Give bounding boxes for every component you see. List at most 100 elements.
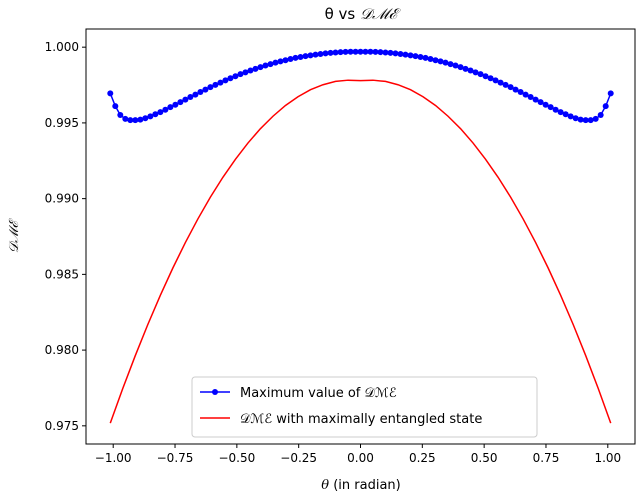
series-point-0 [467,67,474,74]
series-point-0 [432,57,439,64]
series-point-0 [407,52,414,59]
series-point-0 [567,113,574,120]
series-point-0 [552,106,559,113]
series-point-0 [252,65,259,72]
series-point-0 [132,117,139,124]
series-point-0 [212,81,219,88]
series-point-0 [597,112,604,119]
series-point-0 [367,48,374,55]
y-tick-label: 0.980 [45,343,79,357]
legend-box [191,376,538,438]
series-point-0 [437,58,444,65]
series-point-0 [127,117,134,124]
series-point-0 [452,62,459,69]
series-point-0 [197,89,204,96]
series-point-0 [182,96,189,103]
y-tick-label: 1.000 [45,40,79,54]
series-point-0 [447,61,454,68]
series-point-0 [522,91,529,98]
series-point-0 [442,59,449,66]
series-point-0 [227,75,234,82]
series-point-0 [167,104,174,111]
series-point-0 [147,113,154,120]
series-point-0 [347,48,354,55]
series-point-0 [577,116,584,123]
series-point-0 [527,94,534,101]
series-point-0 [337,49,344,56]
series-point-0 [117,112,124,119]
series-point-0 [487,75,494,82]
series-point-0 [502,81,509,88]
y-tick-label: 0.975 [45,419,79,433]
x-tick-label: −0.25 [280,451,317,465]
series-point-0 [162,106,169,113]
series-point-0 [397,50,404,57]
series-point-0 [297,54,304,61]
series-point-0 [532,96,539,103]
x-tick-label: 0.50 [471,451,498,465]
series-point-0 [352,48,359,55]
series-point-0 [412,53,419,60]
series-point-0 [257,64,264,71]
series-point-0 [562,111,569,118]
series-point-0 [547,104,554,111]
series-point-0 [422,54,429,61]
series-point-0 [202,86,209,93]
series-point-0 [482,73,489,80]
series-point-0 [477,71,484,78]
series-point-0 [262,62,269,69]
series-point-0 [472,69,479,76]
x-tick-label: −1.00 [95,451,132,465]
series-point-0 [607,90,614,97]
series-point-0 [587,117,594,124]
x-tick-label: 0.00 [347,451,374,465]
series-line-0 [109,50,612,121]
series-point-0 [492,77,499,84]
series-point-0 [462,65,469,72]
x-tick-label: −0.50 [218,451,255,465]
series-point-0 [572,115,579,122]
chart-title-prefix: θ vs [325,5,360,23]
x-axis-label-text: (in radian) [329,478,401,493]
series-point-0 [287,55,294,62]
y-tick-label: 0.985 [45,267,79,281]
series-point-0 [537,99,544,106]
x-axis: −1.00 −0.75 −0.50 −0.25 0.00 0.25 0.50 0.75 1.00 [95,444,621,465]
series-point-0 [137,116,144,123]
series-point-0 [247,67,254,74]
y-tick-label: 0.995 [45,116,79,130]
series-point-0 [172,101,179,108]
series-point-0 [592,115,599,122]
series-point-0 [457,64,464,71]
series-point-0 [242,69,249,76]
series-point-0 [122,115,129,122]
series-point-0 [187,94,194,101]
series-point-0 [382,49,389,56]
series-point-0 [272,59,279,66]
series-line-1 [109,79,612,424]
series-point-0 [207,84,214,91]
series-point-0 [222,77,229,84]
series-point-0 [317,50,324,57]
y-tick-label: 0.990 [45,192,79,206]
legend: Maximum value of 𝒟ℳℰ 𝒟ℳℰ with maximally … [191,376,538,438]
series-point-0 [372,48,379,55]
series-point-0 [427,55,434,62]
series-point-0 [282,57,289,64]
series-point-0 [307,52,314,59]
series-point-0 [557,109,564,116]
series-point-0 [217,79,224,86]
series-point-0 [392,50,399,57]
series-point-0 [417,54,424,61]
series-point-0 [322,50,329,57]
plot-area [107,48,614,424]
series-point-0 [327,49,334,56]
x-tick-label: −0.75 [157,451,194,465]
chart-title-symbol: 𝒟ℳℰ [360,5,401,23]
series-point-0 [582,117,589,124]
series-point-0 [237,71,244,78]
series-point-0 [152,111,159,118]
series-point-0 [107,90,114,97]
legend-label-entangled: 𝒟ℳℰ with maximally entangled state [240,412,482,427]
